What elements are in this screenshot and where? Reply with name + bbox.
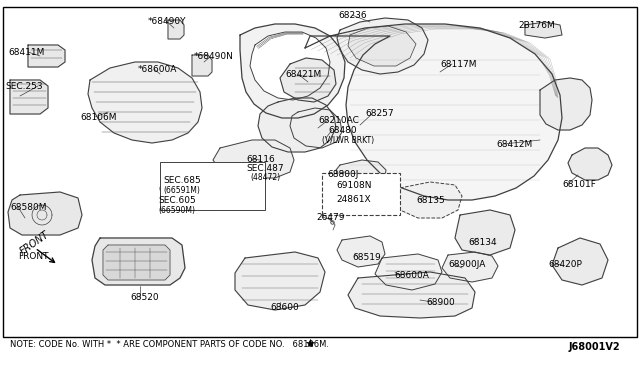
Text: *68600A: *68600A (138, 65, 177, 74)
Bar (3, 7, 637, 337)
Text: 68236: 68236 (338, 11, 367, 20)
Text: 68135: 68135 (416, 196, 445, 205)
Polygon shape (28, 45, 65, 67)
Text: 68411M: 68411M (8, 48, 44, 57)
Polygon shape (540, 78, 592, 130)
Polygon shape (336, 160, 386, 188)
Text: 68101F: 68101F (562, 180, 596, 189)
Text: FRONT: FRONT (18, 252, 49, 261)
Polygon shape (525, 22, 562, 38)
Text: SEC.685: SEC.685 (163, 176, 201, 185)
Text: SEC.605: SEC.605 (158, 196, 196, 205)
Polygon shape (348, 272, 475, 318)
Text: (66590M): (66590M) (158, 206, 195, 215)
Polygon shape (375, 254, 442, 290)
Polygon shape (280, 58, 336, 102)
Polygon shape (10, 80, 48, 114)
Text: 68106M: 68106M (80, 113, 116, 122)
Text: (48472): (48472) (250, 173, 280, 182)
Polygon shape (290, 108, 342, 148)
Text: NOTE: CODE No. WITH *  * ARE COMPONENT PARTS OF CODE NO.   68106M.: NOTE: CODE No. WITH * * ARE COMPONENT PA… (10, 340, 329, 349)
Text: (66591M): (66591M) (163, 186, 200, 195)
Text: 69108N: 69108N (336, 181, 371, 190)
Polygon shape (395, 182, 462, 218)
Polygon shape (455, 210, 515, 255)
Text: *68490N: *68490N (194, 52, 234, 61)
Polygon shape (258, 98, 336, 152)
Text: (V/LWR BRKT): (V/LWR BRKT) (322, 136, 374, 145)
Text: 68134: 68134 (468, 238, 497, 247)
Polygon shape (92, 238, 185, 285)
Bar (160, 162, 265, 210)
Text: 68480: 68480 (328, 126, 356, 135)
Polygon shape (250, 32, 330, 100)
Polygon shape (168, 20, 184, 39)
Polygon shape (213, 140, 294, 178)
Text: 68412M: 68412M (496, 140, 532, 149)
Polygon shape (8, 192, 82, 235)
Text: 24861X: 24861X (336, 195, 371, 204)
Text: 68116: 68116 (246, 155, 275, 164)
Polygon shape (305, 24, 562, 200)
Text: 68580M: 68580M (10, 203, 47, 212)
Polygon shape (337, 18, 428, 74)
Text: FRONT: FRONT (18, 230, 51, 257)
Text: 68520: 68520 (130, 293, 159, 302)
Polygon shape (240, 24, 345, 118)
Polygon shape (348, 26, 416, 66)
Polygon shape (337, 236, 385, 267)
Polygon shape (442, 252, 498, 282)
Text: 68257: 68257 (365, 109, 394, 118)
Text: *68490Y: *68490Y (148, 17, 186, 26)
Polygon shape (552, 238, 608, 285)
Polygon shape (160, 172, 238, 210)
Text: 68519: 68519 (352, 253, 381, 262)
Text: 68210AC: 68210AC (318, 116, 359, 125)
Text: 68600: 68600 (270, 303, 299, 312)
Polygon shape (103, 245, 170, 280)
Polygon shape (235, 252, 325, 310)
Text: 68421M: 68421M (285, 70, 321, 79)
Polygon shape (568, 148, 612, 180)
Text: 2B176M: 2B176M (518, 21, 555, 30)
Text: J68001V2: J68001V2 (568, 342, 620, 352)
Text: SEC.487: SEC.487 (246, 164, 284, 173)
Polygon shape (88, 62, 202, 143)
Text: 68420P: 68420P (548, 260, 582, 269)
Text: 68900JA: 68900JA (448, 260, 485, 269)
Text: 68900: 68900 (426, 298, 455, 307)
Polygon shape (192, 55, 212, 76)
Text: SEC.253: SEC.253 (5, 82, 43, 91)
Text: 68117M: 68117M (440, 60, 477, 69)
Bar (322, 173, 400, 215)
Text: 68800J: 68800J (327, 170, 358, 179)
Text: 68600A: 68600A (394, 271, 429, 280)
Text: 26479: 26479 (316, 213, 344, 222)
